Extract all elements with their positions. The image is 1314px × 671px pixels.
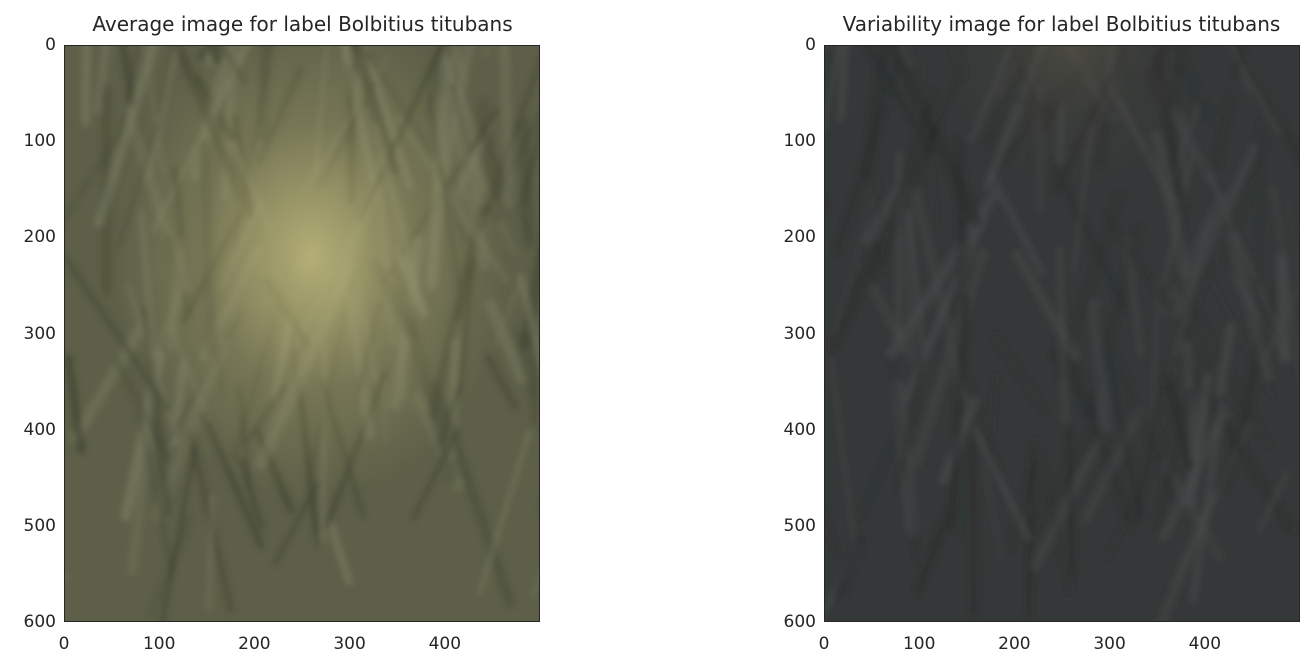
x-tick-label: 0 (58, 634, 70, 654)
variability-image-plot (824, 45, 1300, 622)
x-tick-label: 400 (1188, 634, 1222, 654)
y-tick-label: 300 (783, 323, 816, 344)
average-image-title: Average image for label Bolbitius tituba… (92, 12, 513, 36)
texture-stroke (890, 357, 920, 562)
x-tick-label: 100 (902, 634, 936, 654)
x-tick-label: 400 (428, 634, 462, 654)
texture-stroke (969, 421, 978, 619)
y-tick-label: 600 (783, 612, 816, 632)
average-image-heatmap (65, 46, 539, 621)
y-tick-label: 200 (23, 227, 56, 248)
y-tick-label: 600 (23, 612, 56, 632)
y-tick-label: 100 (783, 131, 816, 152)
x-tick-label: 200 (998, 634, 1031, 654)
texture-stroke (477, 429, 532, 595)
texture-stroke (80, 46, 91, 127)
texture-stroke (65, 353, 86, 455)
average-image-plot (64, 45, 540, 622)
y-tick-label: 200 (783, 227, 816, 248)
texture-stroke (825, 46, 842, 131)
x-tick-label: 300 (1093, 634, 1126, 654)
texture-stroke (960, 428, 969, 542)
texture-stroke (93, 46, 111, 115)
texture-stroke (1173, 423, 1252, 586)
y-tick-label: 400 (23, 419, 56, 440)
y-tick-label: 0 (45, 35, 56, 55)
x-tick-label: 100 (142, 634, 176, 654)
variability-image-heatmap (825, 46, 1299, 621)
y-tick-label: 500 (23, 515, 56, 536)
texture-stroke (833, 533, 867, 600)
texture-stroke (118, 46, 138, 108)
y-tick-label: 500 (783, 515, 816, 536)
texture-stroke (829, 357, 859, 566)
average-image-panel: Average image for label Bolbitius tituba… (0, 0, 620, 671)
texture-stroke (1025, 444, 1037, 620)
x-tick-label: 200 (238, 634, 271, 654)
texture-stroke (836, 46, 850, 123)
texture-stroke (914, 506, 953, 596)
texture-stroke (1256, 469, 1291, 533)
center-glow (829, 46, 1299, 468)
x-tick-label: 300 (333, 634, 366, 654)
y-tick-label: 300 (23, 323, 56, 344)
texture-stroke (981, 462, 1004, 560)
y-tick-label: 0 (805, 35, 816, 55)
texture-stroke (825, 511, 841, 557)
variability-image-title: Variability image for label Bolbitius ti… (842, 12, 1281, 36)
x-tick-label: 0 (818, 634, 830, 654)
texture-stroke (1160, 460, 1225, 562)
y-tick-label: 100 (23, 131, 56, 152)
texture-stroke (858, 415, 907, 520)
texture-stroke (1189, 402, 1226, 605)
center-glow (69, 46, 539, 583)
y-tick-label: 400 (783, 419, 816, 440)
